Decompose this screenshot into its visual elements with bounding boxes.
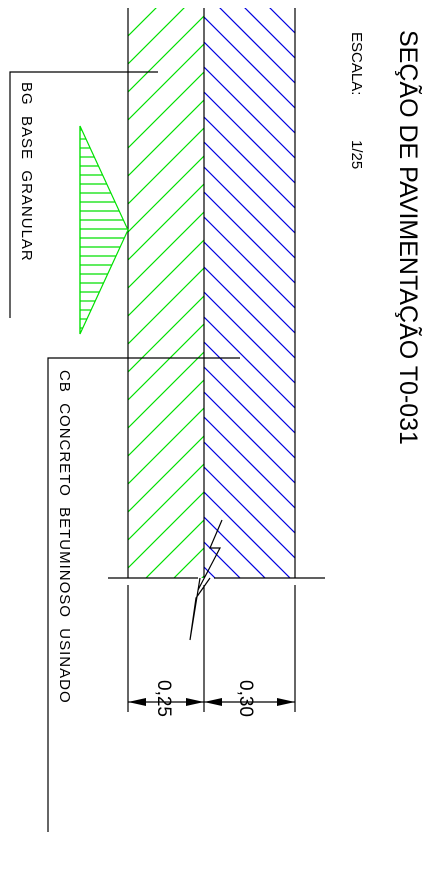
concrete-hatch-line	[204, 116, 295, 209]
concrete-hatch-line	[204, 592, 295, 683]
base-granular-hatch-line	[128, 267, 204, 345]
concrete-hatch-line	[204, 416, 295, 509]
base-granular-hatch-line	[128, 71, 204, 149]
concrete-hatch-line	[269, 8, 295, 34]
concrete-hatch-line	[204, 491, 291, 578]
base-granular-hatch-line	[128, 435, 204, 513]
base-granular-hatch-line	[128, 43, 204, 121]
base-granular-hatch-line	[128, 8, 185, 65]
concrete-hatch-line	[204, 466, 295, 559]
base-granular-hatch-line	[128, 463, 204, 541]
leader-bg	[9, 71, 158, 318]
base-granular-hatch-line	[128, 323, 204, 401]
base-granular-hatch-line	[128, 15, 204, 93]
concrete-hatch-line	[294, 8, 295, 9]
concrete-hatch-line	[204, 566, 216, 578]
concrete-hatch-line	[204, 16, 295, 109]
leader-cb	[47, 357, 240, 832]
dimension-arrows	[128, 698, 295, 706]
concrete-hatch-line	[204, 141, 295, 234]
base-granular-hatch	[128, 8, 204, 680]
concrete-hatch-line	[204, 366, 295, 459]
concrete-hatch-line	[204, 166, 295, 259]
base-granular-hatch-line	[128, 127, 204, 205]
concrete-hatch-line	[204, 316, 295, 409]
base-granular-hatch-line	[128, 604, 204, 680]
concrete-hatch-line	[204, 541, 241, 578]
concrete-hatch-line	[204, 391, 295, 484]
concrete-hatch-line	[204, 241, 295, 334]
drawing-title: SEÇÃO DE PAVIMENTAÇÃO T0-031	[394, 30, 423, 445]
base-granular-hatch-line	[128, 295, 204, 373]
scale-value: 1/25	[348, 140, 365, 169]
concrete-hatch	[204, 8, 295, 683]
concrete-hatch-line	[204, 41, 295, 134]
base-granular-hatch-line	[128, 211, 204, 289]
concrete-hatch-line	[219, 8, 295, 84]
concrete-hatch-line	[204, 441, 295, 534]
cb-label: CB CONCRETO BETUMINOSO USINADO	[56, 370, 73, 704]
concrete-hatch-line	[204, 341, 295, 434]
concrete-hatch-line	[204, 516, 266, 578]
base-granular-hatch-line	[128, 8, 129, 9]
break-symbol	[189, 519, 223, 641]
layer-boundaries	[108, 8, 325, 579]
scale-label: ESCALA:	[348, 32, 365, 95]
base-granular-hatch-line	[145, 519, 204, 578]
base-granular-hatch-line	[201, 575, 204, 578]
concrete-hatch-line	[204, 191, 295, 284]
concrete-hatch-line	[204, 91, 295, 184]
base-granular-hatch-line	[128, 407, 204, 485]
concrete-hatch-line	[244, 8, 295, 59]
base-granular-hatch-line	[128, 183, 204, 261]
concrete-hatch-line	[204, 266, 295, 359]
leader-lines	[9, 71, 240, 832]
base-granular-hatch-line	[128, 379, 204, 457]
granular-base-marker	[79, 125, 129, 335]
base-granular-hatch-line	[128, 491, 204, 569]
base-granular-hatch-line	[128, 239, 204, 317]
dimension-bg: 0,25	[153, 680, 174, 717]
base-granular-hatch-line	[173, 547, 204, 578]
bg-label: BG BASE GRANULAR	[18, 82, 35, 262]
base-granular-hatch-line	[128, 155, 204, 233]
base-granular-hatch-line	[128, 351, 204, 429]
base-granular-hatch-line	[128, 99, 204, 177]
dimension-cb: 0,30	[235, 680, 256, 717]
concrete-hatch-line	[204, 291, 295, 384]
concrete-hatch-line	[204, 216, 295, 309]
base-granular-hatch-line	[128, 8, 157, 37]
concrete-hatch-line	[204, 66, 295, 159]
